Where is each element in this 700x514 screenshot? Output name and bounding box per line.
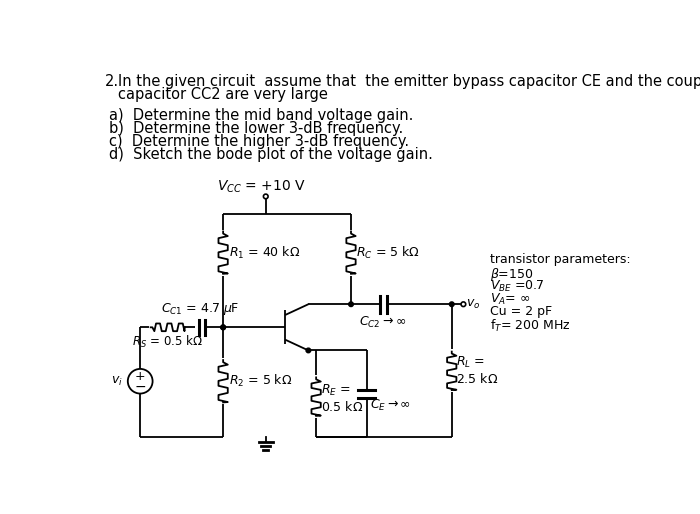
Text: $R_L$ =
2.5 k$\Omega$: $R_L$ = 2.5 k$\Omega$	[456, 355, 498, 387]
Text: c)  Determine the higher 3-dB frequency.: c) Determine the higher 3-dB frequency.	[109, 134, 409, 149]
Text: +: +	[135, 370, 146, 383]
Text: −: −	[134, 380, 146, 394]
Circle shape	[306, 348, 311, 353]
Text: $R_1$ = 40 k$\Omega$: $R_1$ = 40 k$\Omega$	[228, 245, 300, 261]
Text: $C_{C1}$ = 4.7 $\mu$F: $C_{C1}$ = 4.7 $\mu$F	[162, 301, 240, 317]
Text: In the given circuit  assume that  the emitter bypass capacitor CE and the coupl: In the given circuit assume that the emi…	[118, 74, 700, 89]
Text: $v_i$: $v_i$	[111, 375, 123, 388]
Text: capacitor CC2 are very large: capacitor CC2 are very large	[118, 87, 328, 102]
Text: $R_E$ =
0.5 k$\Omega$: $R_E$ = 0.5 k$\Omega$	[321, 382, 363, 414]
Text: $V_{CC}$ = +10 V: $V_{CC}$ = +10 V	[216, 178, 306, 195]
Text: a)  Determine the mid band voltage gain.: a) Determine the mid band voltage gain.	[109, 108, 414, 123]
Text: transistor parameters:: transistor parameters:	[491, 253, 631, 266]
Circle shape	[349, 302, 354, 306]
Text: $C_E \rightarrow \infty$: $C_E \rightarrow \infty$	[370, 398, 412, 413]
Circle shape	[449, 302, 454, 306]
Circle shape	[220, 325, 225, 329]
Text: $C_{C2} \rightarrow \infty$: $C_{C2} \rightarrow \infty$	[359, 315, 406, 330]
Text: b)  Determine the lower 3-dB frequency.: b) Determine the lower 3-dB frequency.	[109, 121, 403, 136]
Text: $V_A$= $\infty$: $V_A$= $\infty$	[491, 292, 531, 307]
Text: $R_2$ = 5 k$\Omega$: $R_2$ = 5 k$\Omega$	[228, 373, 292, 389]
Text: Cu = 2 pF: Cu = 2 pF	[491, 305, 552, 318]
Text: $R_C$ = 5 k$\Omega$: $R_C$ = 5 k$\Omega$	[356, 245, 420, 261]
Text: f$_T$= 200 MHz: f$_T$= 200 MHz	[491, 318, 571, 334]
Text: $V_{BE}$ =0.7: $V_{BE}$ =0.7	[491, 279, 545, 294]
Text: $v_o$: $v_o$	[466, 298, 481, 311]
Text: $R_S$ = 0.5 k$\Omega$: $R_S$ = 0.5 k$\Omega$	[132, 334, 203, 351]
Circle shape	[220, 325, 225, 329]
Text: 2.: 2.	[104, 74, 119, 89]
Text: $\beta$=150: $\beta$=150	[491, 266, 534, 283]
Text: d)  Sketch the bode plot of the voltage gain.: d) Sketch the bode plot of the voltage g…	[109, 147, 433, 162]
